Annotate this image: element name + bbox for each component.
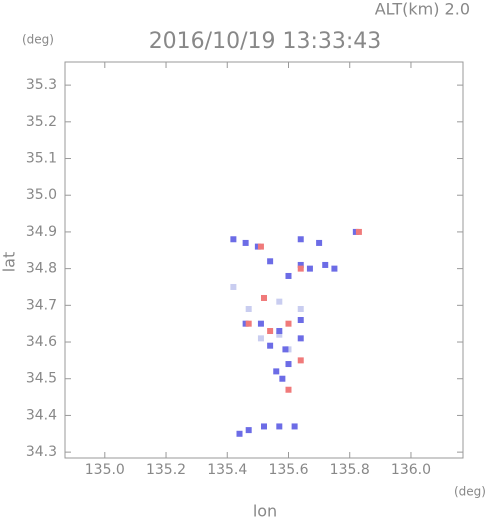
data-point (261, 294, 267, 301)
y-tick-label: 34.3 (26, 444, 57, 460)
x-tick-label: 136.0 (391, 462, 431, 478)
data-point (291, 423, 298, 430)
data-point (276, 331, 283, 338)
data-point (297, 357, 304, 364)
data-point (257, 335, 264, 342)
data-point (276, 423, 283, 430)
data-point (245, 305, 252, 312)
y-axis-label: lat (0, 252, 19, 273)
data-point (261, 423, 267, 430)
data-point (331, 265, 338, 272)
data-point (236, 430, 243, 437)
data-point (285, 320, 292, 327)
x-axis-label: lon (253, 502, 277, 521)
data-point (352, 228, 359, 235)
data-point (267, 342, 274, 349)
plot-frame (64, 61, 464, 459)
data-point (297, 305, 304, 312)
y-tick-label: 35.0 (26, 187, 57, 203)
y-tick-label: 34.6 (26, 334, 57, 350)
data-point (322, 261, 329, 268)
data-point (273, 368, 280, 375)
chart-subtitle: ALT(km) 2.0 (375, 0, 470, 19)
data-point (285, 272, 292, 279)
y-tick-label: 34.4 (26, 407, 57, 423)
data-point (257, 243, 264, 250)
y-tick-label: 34.8 (26, 261, 57, 277)
data-point (279, 375, 286, 382)
data-point (282, 346, 289, 353)
data-point (267, 328, 274, 335)
data-point (297, 335, 304, 342)
data-point (257, 320, 264, 327)
data-point (285, 361, 292, 368)
data-point (254, 243, 261, 250)
x-tick-label: 135.6 (268, 462, 308, 478)
y-tick-label: 35.3 (26, 77, 57, 93)
data-point (297, 317, 304, 324)
data-point (297, 236, 304, 243)
x-tick-label: 135.8 (330, 462, 370, 478)
x-tick-label: 135.2 (146, 462, 186, 478)
data-point (242, 239, 249, 246)
y-tick-label: 34.9 (26, 224, 57, 240)
data-point (245, 427, 252, 434)
y-tick-label: 34.5 (26, 371, 57, 387)
data-point (285, 346, 292, 353)
x-tick-label: 135.0 (85, 462, 125, 478)
y-tick-label: 35.2 (26, 114, 57, 130)
data-point (267, 258, 274, 265)
data-point (306, 265, 313, 272)
data-point (316, 239, 323, 246)
data-point (355, 228, 362, 235)
data-point (276, 328, 283, 335)
data-point (230, 283, 237, 290)
data-point (276, 298, 283, 305)
data-point (297, 265, 304, 272)
data-point (297, 261, 304, 268)
x-unit: (deg) (454, 485, 486, 499)
x-tick-label: 135.4 (207, 462, 247, 478)
data-point (285, 386, 292, 393)
data-point (230, 236, 237, 243)
y-unit: (deg) (22, 33, 54, 47)
chart-title: 2016/10/19 13:33:43 (149, 29, 382, 54)
data-point (242, 320, 249, 327)
y-tick-label: 35.1 (26, 151, 57, 167)
data-point (245, 320, 252, 327)
y-tick-label: 34.7 (26, 297, 57, 313)
